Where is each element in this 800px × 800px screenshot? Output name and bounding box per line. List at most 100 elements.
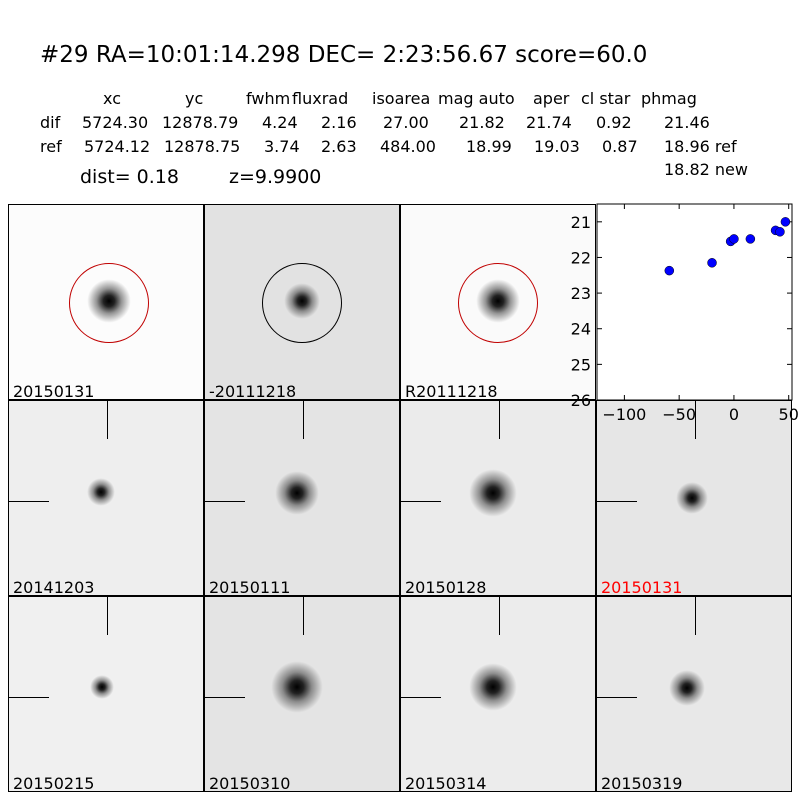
dif-value: 12878.79	[162, 113, 239, 132]
stamp-date-label: R20111218	[405, 382, 498, 400]
y-tick-label: 26	[571, 391, 591, 410]
aperture-circle	[458, 263, 538, 343]
ref-value: 19.03	[534, 137, 580, 156]
source-blob	[676, 482, 708, 514]
x-tick-label: −100	[602, 405, 646, 424]
image-stamp: 20150111	[204, 400, 400, 596]
column-header: yc	[185, 89, 204, 108]
crosshair-tick	[107, 401, 108, 439]
column-header: cl star	[581, 89, 631, 108]
stamp-date-label: 20150215	[13, 774, 95, 792]
stamp-date-label: 20150131	[601, 578, 683, 596]
ref-value: 12878.75	[164, 137, 241, 156]
aperture-circle	[262, 263, 342, 343]
ref-value: 18.96 ref	[664, 137, 737, 156]
data-point	[664, 265, 675, 276]
crosshair-tick	[9, 697, 49, 698]
y-tick-label: 22	[571, 248, 591, 267]
crosshair-tick	[303, 401, 304, 439]
image-stamp: -20111218	[204, 204, 400, 400]
column-header: xc	[103, 89, 121, 108]
stamp-date-label: 20150319	[601, 774, 683, 792]
row-label-dif: dif	[40, 113, 61, 132]
source-blob	[87, 478, 115, 506]
stamp-date-label: 20141203	[13, 578, 95, 596]
crosshair-tick	[9, 501, 49, 502]
column-header: fwhm	[246, 89, 291, 108]
dist-value: dist= 0.18	[80, 166, 179, 188]
crosshair-tick	[205, 501, 245, 502]
crosshair-tick	[597, 501, 637, 502]
crosshair-tick	[401, 697, 441, 698]
crosshair-tick	[107, 597, 108, 635]
crosshair-tick	[401, 501, 441, 502]
crosshair-tick	[499, 401, 500, 439]
crosshair-tick	[205, 697, 245, 698]
image-stamp: 20141203	[8, 400, 204, 596]
column-header: aper	[533, 89, 570, 108]
column-header: isoarea	[372, 89, 431, 108]
ref-value: 18.99	[466, 137, 512, 156]
plot-area	[596, 203, 793, 401]
ref-value: 5724.12	[84, 137, 151, 156]
crosshair-tick	[597, 697, 637, 698]
source-blob	[469, 663, 517, 711]
x-tick-label: 0	[729, 405, 739, 424]
source-blob	[669, 670, 705, 706]
crosshair-tick	[695, 401, 696, 439]
y-tick-label: 25	[571, 355, 591, 374]
y-tick-label: 24	[571, 320, 591, 339]
x-tick-label: 50	[779, 405, 799, 424]
dif-value: 4.24	[262, 113, 298, 132]
ref-value: 484.00	[380, 137, 436, 156]
image-stamp: 20150319	[596, 596, 792, 792]
ref-value: 2.63	[321, 137, 357, 156]
y-tick-label: 23	[571, 284, 591, 303]
image-stamp: 20150131	[8, 204, 204, 400]
source-blob	[275, 471, 319, 515]
column-header: fluxrad	[292, 89, 349, 108]
candidate-title: #29 RA=10:01:14.298 DEC= 2:23:56.67 scor…	[40, 42, 648, 68]
z-value: z=9.9900	[229, 166, 322, 188]
stamp-date-label: 20150310	[209, 774, 291, 792]
stamp-date-label: 20150131	[13, 382, 95, 400]
image-stamp: R20111218	[400, 204, 596, 400]
source-blob	[90, 675, 114, 699]
column-header: mag auto	[438, 89, 515, 108]
dif-value: 21.82	[459, 113, 505, 132]
y-tick-label: 21	[571, 213, 591, 232]
data-point	[707, 258, 717, 268]
source-blob	[271, 661, 323, 713]
data-point	[775, 227, 785, 237]
stamp-date-label: 20150314	[405, 774, 487, 792]
stamp-date-label: 20150128	[405, 578, 487, 596]
data-point	[780, 217, 791, 227]
dif-value: 21.46	[664, 113, 710, 132]
aperture-circle	[69, 263, 149, 343]
row-label-ref: ref	[40, 137, 62, 156]
stamp-date-label: 20150111	[209, 578, 291, 596]
x-tick-label: −50	[662, 405, 696, 424]
source-blob	[469, 469, 517, 517]
data-point	[729, 234, 739, 244]
new-mag: 18.82 new	[664, 160, 748, 179]
stamp-date-label: -20111218	[209, 382, 297, 400]
dif-value: 27.00	[383, 113, 429, 132]
column-header: phmag	[641, 89, 697, 108]
ref-value: 3.74	[264, 137, 300, 156]
dif-value: 0.92	[596, 113, 632, 132]
data-point	[745, 234, 756, 244]
dif-value: 2.16	[321, 113, 357, 132]
dif-value: 5724.30	[82, 113, 149, 132]
crosshair-tick	[303, 597, 304, 635]
image-stamp: 20150314	[400, 596, 596, 792]
image-stamp: 20150215	[8, 596, 204, 792]
crosshair-tick	[499, 597, 500, 635]
image-stamp: 20150310	[204, 596, 400, 792]
image-stamp: 20150128	[400, 400, 596, 596]
dif-value: 21.74	[526, 113, 572, 132]
ref-value: 0.87	[602, 137, 638, 156]
crosshair-tick	[695, 597, 696, 635]
